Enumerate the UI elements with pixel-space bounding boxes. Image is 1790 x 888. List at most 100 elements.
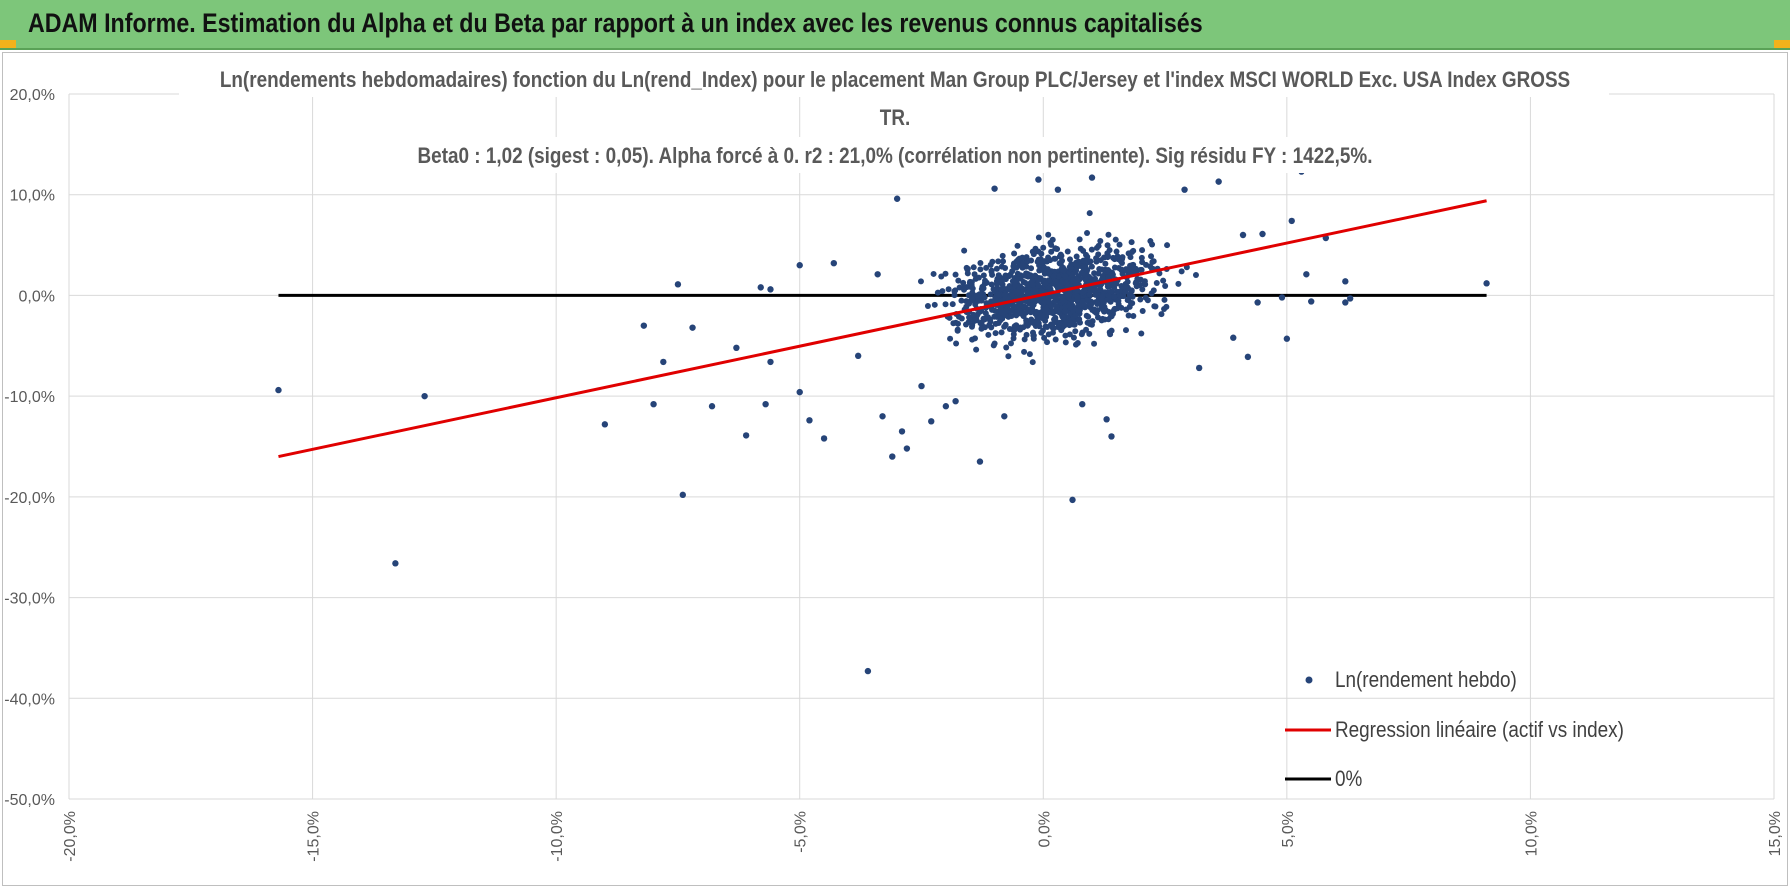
- data-point: [1024, 322, 1031, 329]
- data-point: [1125, 296, 1132, 303]
- data-point: [1048, 303, 1055, 310]
- data-point: [1075, 307, 1082, 314]
- data-point: [988, 268, 995, 275]
- data-point: [1113, 248, 1120, 255]
- data-point: [1278, 294, 1286, 301]
- data-point: [977, 320, 984, 327]
- data-point: [1083, 326, 1090, 333]
- data-point: [1148, 253, 1155, 260]
- data-point: [1125, 312, 1132, 319]
- data-point: [392, 560, 399, 567]
- data-point: [955, 277, 962, 284]
- data-point: [1150, 287, 1157, 294]
- data-point: [1085, 313, 1092, 320]
- data-point: [1059, 298, 1066, 305]
- data-point: [1097, 237, 1104, 244]
- data-point: [991, 340, 998, 347]
- data-point: [1060, 314, 1067, 321]
- data-point: [1073, 253, 1080, 260]
- data-point: [889, 453, 896, 460]
- data-point: [1062, 339, 1069, 346]
- data-point: [1342, 299, 1349, 306]
- data-point: [1098, 304, 1105, 311]
- data-point: [985, 331, 992, 338]
- data-point: [1045, 254, 1052, 261]
- data-point: [998, 263, 1005, 270]
- data-point: [1024, 270, 1031, 277]
- x-tick-label: 10,0%: [1523, 811, 1540, 856]
- data-point: [1013, 309, 1020, 316]
- legend-label: 0%: [1335, 767, 1362, 792]
- data-point: [991, 313, 998, 320]
- data-point: [1044, 339, 1051, 346]
- data-point: [1112, 236, 1119, 243]
- y-tick-label: -40,0%: [4, 691, 55, 708]
- data-point: [952, 271, 959, 278]
- data-point: [1139, 307, 1146, 314]
- chart-title-line: TR.: [880, 106, 910, 131]
- data-point: [1068, 261, 1075, 268]
- data-point: [1035, 282, 1042, 289]
- x-tick-label: -10,0%: [549, 811, 566, 862]
- data-point: [1038, 288, 1045, 295]
- data-point: [1012, 288, 1019, 295]
- data-point: [977, 266, 984, 273]
- data-point: [998, 278, 1005, 285]
- data-point: [1052, 336, 1059, 343]
- data-point: [689, 324, 696, 331]
- data-point: [1125, 266, 1132, 273]
- data-point: [1069, 496, 1076, 504]
- data-point: [1045, 231, 1052, 238]
- data-point: [1076, 236, 1083, 243]
- corner-marker-right: [1774, 40, 1790, 48]
- data-point: [1104, 242, 1111, 249]
- data-point: [1013, 324, 1020, 331]
- data-point: [1062, 273, 1069, 280]
- data-point: [968, 282, 975, 289]
- data-point: [1106, 247, 1113, 254]
- data-point: [1045, 331, 1052, 338]
- data-point: [1041, 334, 1048, 341]
- data-point: [1014, 270, 1021, 277]
- data-point: [820, 435, 828, 442]
- data-point: [1088, 246, 1095, 253]
- data-point: [987, 291, 994, 298]
- data-point: [998, 329, 1005, 336]
- data-point: [767, 358, 774, 366]
- data-point: [970, 311, 977, 318]
- data-point: [917, 278, 924, 285]
- y-tick-label: 20,0%: [10, 87, 55, 104]
- data-point: [898, 428, 906, 435]
- data-point: [1030, 332, 1037, 339]
- data-point: [1087, 286, 1094, 293]
- data-point: [1002, 308, 1009, 315]
- data-point: [903, 445, 911, 452]
- data-point: [1007, 340, 1014, 347]
- data-point: [1020, 303, 1027, 310]
- data-point: [1023, 317, 1030, 324]
- data-point: [1079, 301, 1086, 308]
- data-point: [1036, 267, 1043, 274]
- data-point: [762, 401, 769, 408]
- data-point: [928, 418, 935, 425]
- data-point: [1239, 231, 1247, 239]
- data-point: [1254, 299, 1261, 306]
- data-point: [1017, 275, 1024, 282]
- data-point: [1192, 272, 1199, 279]
- data-point: [1064, 248, 1071, 255]
- data-point: [1118, 266, 1125, 273]
- data-point: [1016, 255, 1023, 262]
- legend-label: Ln(rendement hebdo): [1335, 668, 1517, 693]
- data-point: [924, 303, 931, 310]
- data-point: [1070, 334, 1077, 341]
- data-point: [1071, 279, 1078, 286]
- data-point: [1035, 248, 1042, 255]
- data-point: [1181, 186, 1188, 193]
- data-point: [1072, 312, 1079, 319]
- data-point: [1114, 253, 1121, 260]
- data-point: [971, 271, 978, 278]
- data-point: [981, 294, 988, 301]
- data-point: [1342, 278, 1349, 285]
- data-point: [1162, 282, 1169, 289]
- data-point: [1061, 266, 1068, 273]
